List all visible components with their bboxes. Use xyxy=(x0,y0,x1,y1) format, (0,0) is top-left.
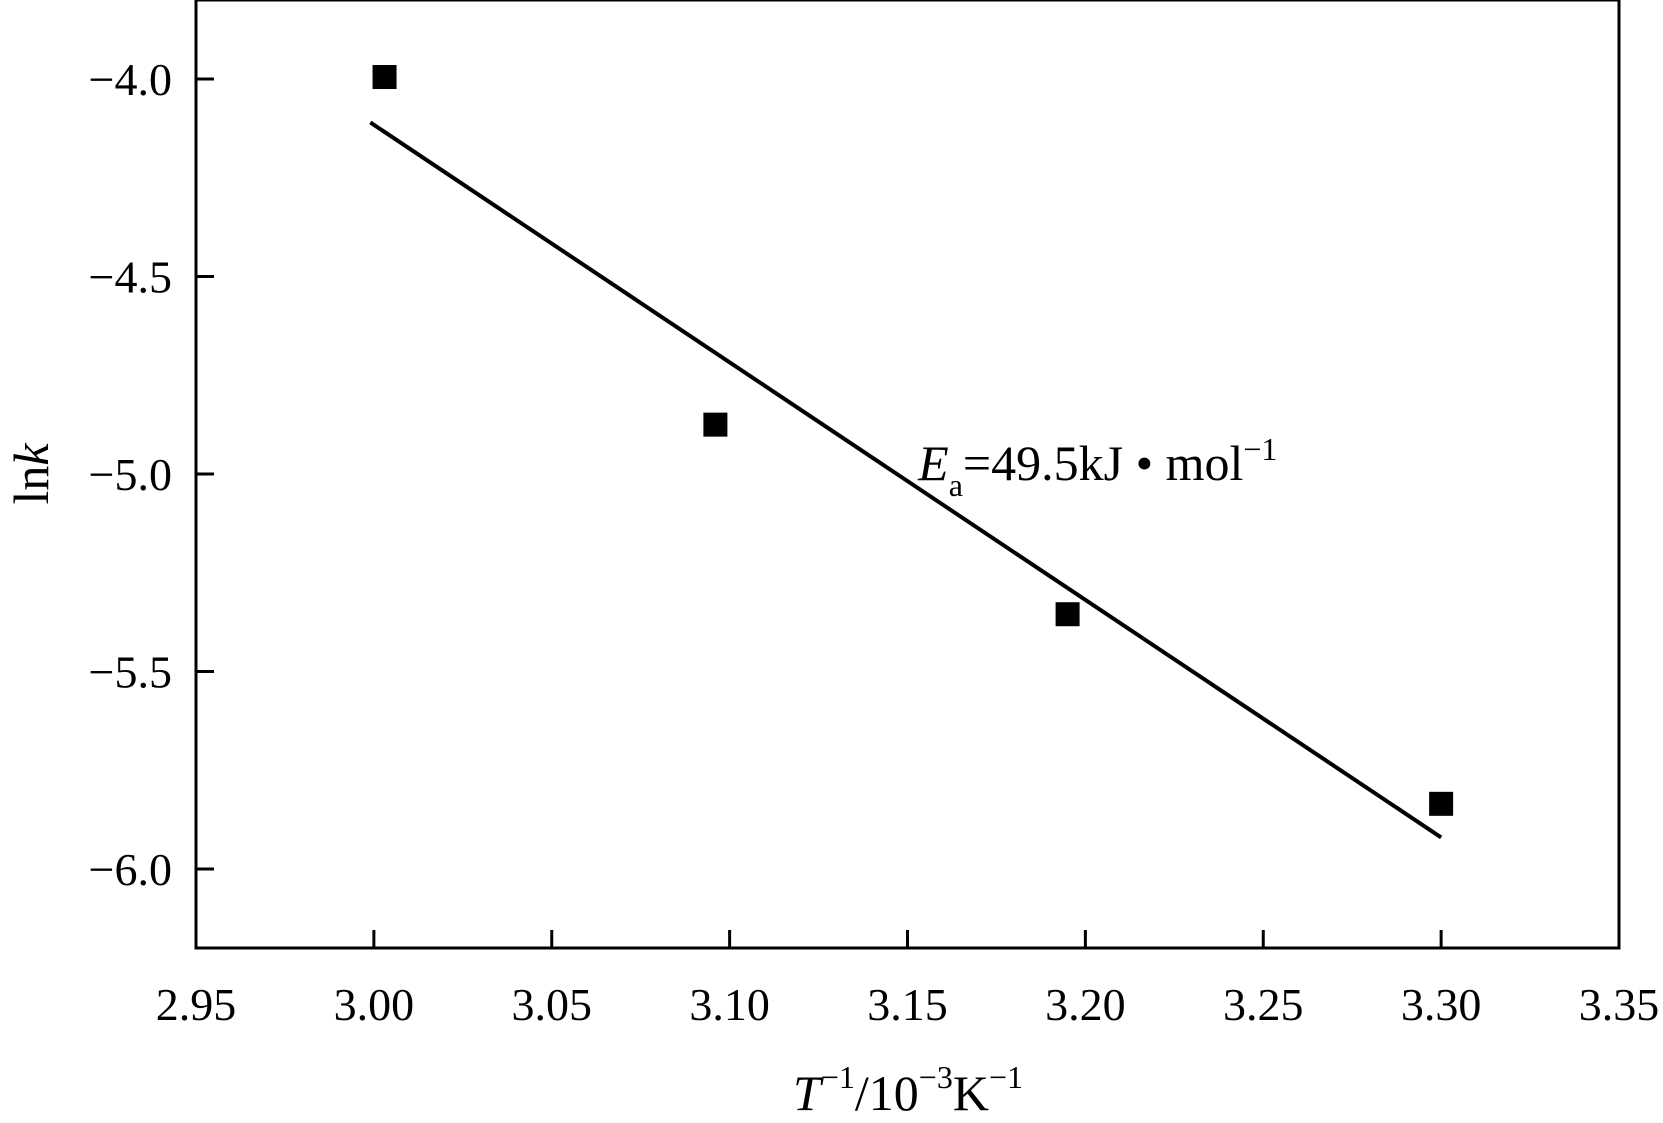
x-tick-label: 3.35 xyxy=(1579,979,1660,1030)
x-tick-label: 3.30 xyxy=(1401,979,1482,1030)
y-tick-label: −5.0 xyxy=(89,449,172,500)
x-tick-label: 3.15 xyxy=(867,979,948,1030)
x-tick-label: 3.10 xyxy=(689,979,770,1030)
x-tick-label: 3.00 xyxy=(334,979,415,1030)
x-label-unit-sup: −1 xyxy=(989,1059,1023,1095)
x-label-sep: /10 xyxy=(855,1065,919,1121)
x-label-base-sup: −1 xyxy=(821,1059,855,1095)
x-tick-label: 3.20 xyxy=(1045,979,1126,1030)
y-axis-ticks xyxy=(196,77,214,871)
plot-frame xyxy=(194,0,1621,950)
x-axis-label: T−1/10−3K−1 xyxy=(793,1059,1023,1121)
data-points xyxy=(372,65,1454,816)
x-tick-label: 2.95 xyxy=(156,979,237,1030)
y-axis-tick-labels: −4.0 −4.5 −5.0 −5.5 −6.0 xyxy=(89,54,172,895)
fit-line xyxy=(369,120,1443,840)
data-point xyxy=(1429,791,1454,816)
x-tick-label: 3.05 xyxy=(512,979,593,1030)
annotation-sub: a xyxy=(949,467,963,503)
data-point xyxy=(703,412,728,437)
y-tick-label: −4.5 xyxy=(89,252,172,303)
data-point xyxy=(1055,602,1080,627)
x-label-mid-sup: −3 xyxy=(919,1059,953,1095)
y-tick-label: −5.5 xyxy=(89,647,172,698)
y-label-var: k xyxy=(3,443,59,466)
data-point xyxy=(372,65,397,90)
x-axis-tick-labels: 2.95 3.00 3.05 3.10 3.15 3.20 3.25 3.30 3.35 xyxy=(156,979,1660,1030)
x-tick-label: 3.25 xyxy=(1223,979,1304,1030)
y-tick-label: −6.0 xyxy=(89,844,172,895)
x-axis-ticks xyxy=(194,930,1621,948)
x-label-unit: K xyxy=(953,1065,989,1121)
x-label-base: T xyxy=(793,1065,824,1121)
annotation-text: =49.5kJ • mol xyxy=(963,435,1243,491)
annotation-sup: −1 xyxy=(1243,431,1277,467)
y-axis-label: lnk xyxy=(3,443,59,505)
y-label-prefix: ln xyxy=(3,466,59,505)
activation-energy-annotation: Ea=49.5kJ • mol−1 xyxy=(917,431,1277,503)
y-tick-label: −4.0 xyxy=(89,54,172,105)
annotation-var: E xyxy=(917,435,949,491)
